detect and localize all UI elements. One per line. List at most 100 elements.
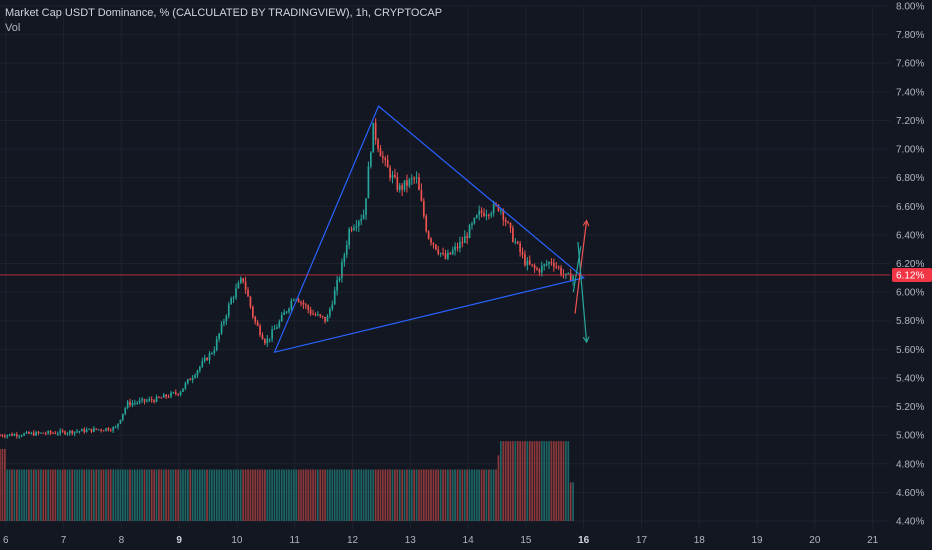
volume-label[interactable]: Vol [5, 22, 21, 34]
volume-bar [11, 469, 13, 521]
candle-body [184, 383, 187, 389]
candle-body [514, 241, 517, 243]
candle-body [76, 431, 78, 433]
trendline-drawings[interactable] [273, 105, 590, 354]
candle-body [100, 429, 102, 431]
price-axis[interactable]: 8.00% 7.80% 7.60% 7.40% 7.20% 7.00% 6.80% 6.60%… [890, 0, 932, 550]
candle-body [268, 338, 271, 340]
candle-body [35, 431, 37, 436]
candle-body [285, 311, 288, 313]
volume-bar [360, 469, 363, 521]
candle-body [223, 321, 225, 324]
volume-bar [20, 469, 23, 521]
volume-bar [16, 469, 18, 521]
candle-body [47, 431, 50, 434]
time-tick-label: 13 [405, 535, 417, 546]
candle-body [365, 198, 367, 215]
candle-body [389, 167, 391, 178]
volume-bar [485, 469, 488, 521]
candles [0, 118, 574, 439]
price-tick-label: 5.40% [896, 373, 924, 384]
volume-bar [150, 469, 153, 521]
candle-body [276, 327, 278, 329]
candle-body [545, 264, 548, 266]
price-tick-label: 6.00% [896, 288, 924, 299]
candle-body [500, 209, 502, 211]
candle-body [88, 428, 90, 430]
time-tick-label: 11 [290, 535, 301, 546]
volume-bar [66, 469, 69, 521]
volume-bar [232, 469, 235, 521]
price-tick-label: 5.20% [896, 402, 924, 413]
volume-bar [572, 482, 574, 521]
candle-body [403, 180, 406, 190]
volume-bar [256, 469, 259, 521]
volume-bar [473, 469, 476, 521]
volume-bar [317, 469, 319, 521]
candle-body [367, 166, 370, 199]
price-tick-label: 6.40% [896, 230, 924, 241]
volume-bar [251, 469, 254, 521]
time-axis[interactable]: 6 7 8 9 10 11 12 13 14 15 16 17 18 19 20 21 [0, 530, 932, 550]
price-tick-label: 7.80% [896, 30, 924, 41]
volume-bar [353, 469, 355, 521]
volume-bar [143, 469, 146, 521]
volume-bar [191, 469, 194, 521]
candle-body [201, 361, 204, 367]
volume-bar [374, 469, 377, 521]
volume-bar [512, 441, 514, 521]
candle-body [512, 227, 514, 242]
time-tick-label: 16 [578, 535, 590, 546]
candle-body [155, 396, 158, 402]
candle-body [451, 250, 454, 255]
candle-body [206, 357, 208, 361]
candle-body [471, 223, 473, 226]
candle-body [13, 434, 16, 436]
candle-body [177, 393, 180, 395]
volume-bar [439, 469, 442, 521]
volume-bar [85, 469, 88, 521]
candle-body [536, 268, 538, 270]
candle-body [237, 282, 240, 289]
candle-body [413, 178, 416, 180]
candle-body [112, 427, 115, 431]
volume-bar [64, 469, 66, 521]
volume-bar [461, 469, 464, 521]
candle-body [324, 316, 326, 322]
candle-body [307, 305, 310, 310]
candle-body [16, 434, 18, 437]
symbol-title[interactable]: Market Cap USDT Dominance, % (CALCULATED… [5, 7, 443, 19]
volume-bar [302, 469, 305, 521]
candle-body [353, 227, 355, 230]
volume-bar [184, 469, 187, 521]
volume-bar [129, 469, 131, 521]
volume-bar [220, 469, 223, 521]
candle-body [398, 185, 401, 191]
volume-bar [71, 469, 74, 521]
candle-body [420, 189, 423, 201]
candle-body [552, 262, 555, 267]
candle-body [158, 396, 160, 398]
candle-body [391, 175, 394, 178]
volume-bar [386, 469, 389, 521]
volume-bar [93, 469, 95, 521]
volume-bar [268, 469, 271, 521]
volume-bar [280, 469, 283, 521]
projection-arrow-down [577, 241, 588, 343]
volume-bar [76, 469, 78, 521]
volume-bar [3, 448, 6, 521]
candle-body [191, 377, 194, 381]
candle-body [297, 299, 300, 303]
candle-body [23, 433, 25, 436]
candle-body [447, 252, 449, 259]
candle-body [382, 156, 384, 159]
candle-body [78, 431, 81, 433]
candle-body [555, 266, 558, 268]
candle-body [25, 431, 28, 434]
candle-body [213, 350, 216, 354]
arrowhead-down-icon [582, 336, 590, 344]
volume-bar [239, 469, 242, 521]
volume-bar [35, 469, 37, 521]
candle-body [369, 152, 372, 167]
